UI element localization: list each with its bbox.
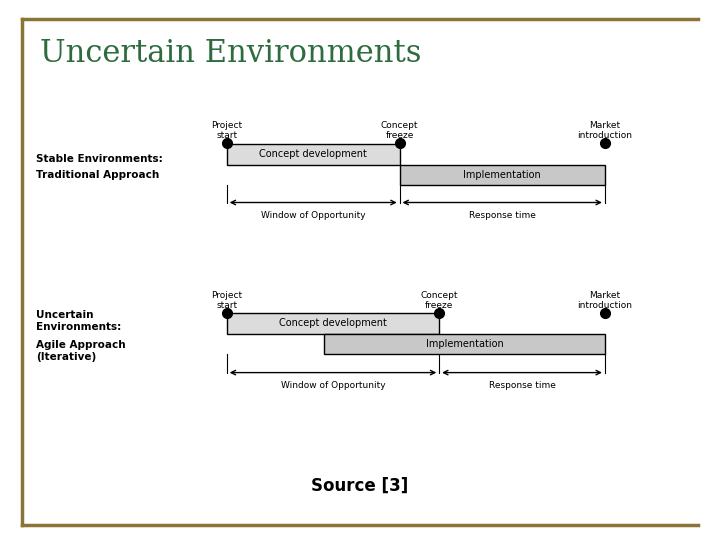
- Bar: [324, 334, 605, 354]
- Text: Response time: Response time: [469, 211, 536, 220]
- Text: Project
start: Project start: [211, 291, 243, 310]
- Text: Uncertain Environments: Uncertain Environments: [40, 38, 421, 69]
- Text: Concept development: Concept development: [259, 150, 367, 159]
- Text: Source [3]: Source [3]: [311, 477, 409, 495]
- Bar: [227, 144, 400, 165]
- Text: Window of Opportunity: Window of Opportunity: [261, 211, 366, 220]
- Text: Concept
freeze: Concept freeze: [381, 121, 418, 140]
- Text: Uncertain
Environments:: Uncertain Environments:: [36, 310, 121, 332]
- Text: Agile Approach
(Iterative): Agile Approach (Iterative): [36, 340, 125, 362]
- Text: Window of Opportunity: Window of Opportunity: [281, 381, 385, 390]
- Text: Traditional Approach: Traditional Approach: [36, 171, 159, 180]
- Bar: [227, 313, 439, 334]
- Text: Implementation: Implementation: [426, 339, 503, 349]
- Text: Implementation: Implementation: [464, 170, 541, 180]
- Text: Market
introduction: Market introduction: [577, 121, 632, 140]
- Text: Concept development: Concept development: [279, 319, 387, 328]
- Text: Market
introduction: Market introduction: [577, 291, 632, 310]
- Text: Concept
freeze: Concept freeze: [420, 291, 458, 310]
- Text: Project
start: Project start: [211, 121, 243, 140]
- Text: Stable Environments:: Stable Environments:: [36, 154, 163, 164]
- Bar: [400, 165, 605, 185]
- Text: Response time: Response time: [489, 381, 555, 390]
